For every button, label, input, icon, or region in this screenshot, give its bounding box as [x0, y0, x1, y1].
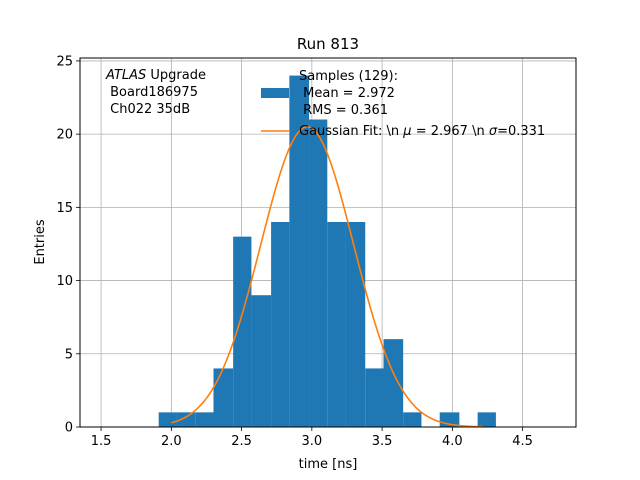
legend: Samples (129): Mean = 2.972 RMS = 0.361 …: [261, 69, 545, 139]
histogram-bar: [251, 295, 272, 427]
legend-fit-label: Gaussian Fit: \n μ = 2.967 \n σ=0.331: [299, 124, 545, 139]
annotation-line-3: Ch022 35dB: [106, 102, 190, 117]
atlas-annotation: ATLAS Upgrade Board186975 Ch022 35dB: [105, 68, 206, 117]
x-tick-label: 2.5: [231, 434, 252, 449]
x-axis-ticks: 1.5 2.0 2.5 3.0 3.5 4.0 4.5: [91, 427, 533, 449]
x-tick-label: 4.0: [442, 434, 463, 449]
annotation-upgrade: Upgrade: [146, 68, 206, 83]
y-tick-label: 25: [56, 54, 73, 69]
chart-title: Run 813: [297, 35, 359, 53]
legend-fit-sigma: σ: [489, 124, 498, 139]
histogram-bar: [213, 368, 234, 427]
legend-hist-swatch: [261, 88, 289, 98]
gaussian-fit-curve: [171, 126, 484, 428]
x-tick-label: 2.0: [161, 434, 182, 449]
histogram-bar: [271, 222, 290, 427]
x-tick-label: 3.0: [301, 434, 322, 449]
histogram-bar: [158, 412, 177, 427]
legend-hist-line-1: Samples (129):: [299, 69, 398, 84]
legend-fit-mid: = 2.967 \n: [412, 124, 489, 139]
x-tick-label: 3.5: [372, 434, 393, 449]
x-tick-label: 4.5: [512, 434, 533, 449]
x-tick-label: 1.5: [91, 434, 112, 449]
histogram-bar: [195, 412, 214, 427]
legend-fit-suffix: =0.331: [497, 124, 545, 139]
y-tick-label: 0: [65, 421, 73, 436]
y-tick-label: 20: [56, 128, 73, 143]
gaussian-fit: [171, 126, 484, 428]
y-tick-label: 10: [56, 274, 73, 289]
legend-fit-prefix: Gaussian Fit: \n: [299, 124, 403, 139]
legend-hist-line-2: Mean = 2.972: [299, 86, 395, 101]
legend-hist-line-3: RMS = 0.361: [299, 103, 388, 118]
histogram-bar: [403, 412, 422, 427]
histogram-bar: [477, 412, 496, 427]
histogram-bar: [309, 119, 328, 427]
histogram-bar: [365, 368, 384, 427]
y-tick-label: 15: [56, 201, 73, 216]
legend-fit-mu: μ: [402, 124, 411, 139]
histogram-bar: [383, 339, 404, 427]
y-axis-ticks: 0 5 10 15 20 25: [56, 54, 80, 436]
annotation-atlas: ATLAS: [105, 68, 146, 83]
axes-frame: [79, 57, 577, 428]
histogram-bar: [327, 222, 346, 427]
annotation-line-1: ATLAS Upgrade: [105, 68, 206, 83]
histogram-bar: [289, 75, 310, 428]
y-tick-label: 5: [65, 347, 73, 362]
histogram-bar: [233, 236, 252, 427]
y-axis-label: Entries: [33, 219, 48, 265]
histogram-bar: [176, 412, 196, 427]
annotation-line-2: Board186975: [106, 85, 198, 100]
x-axis-label: time [ns]: [299, 457, 358, 472]
